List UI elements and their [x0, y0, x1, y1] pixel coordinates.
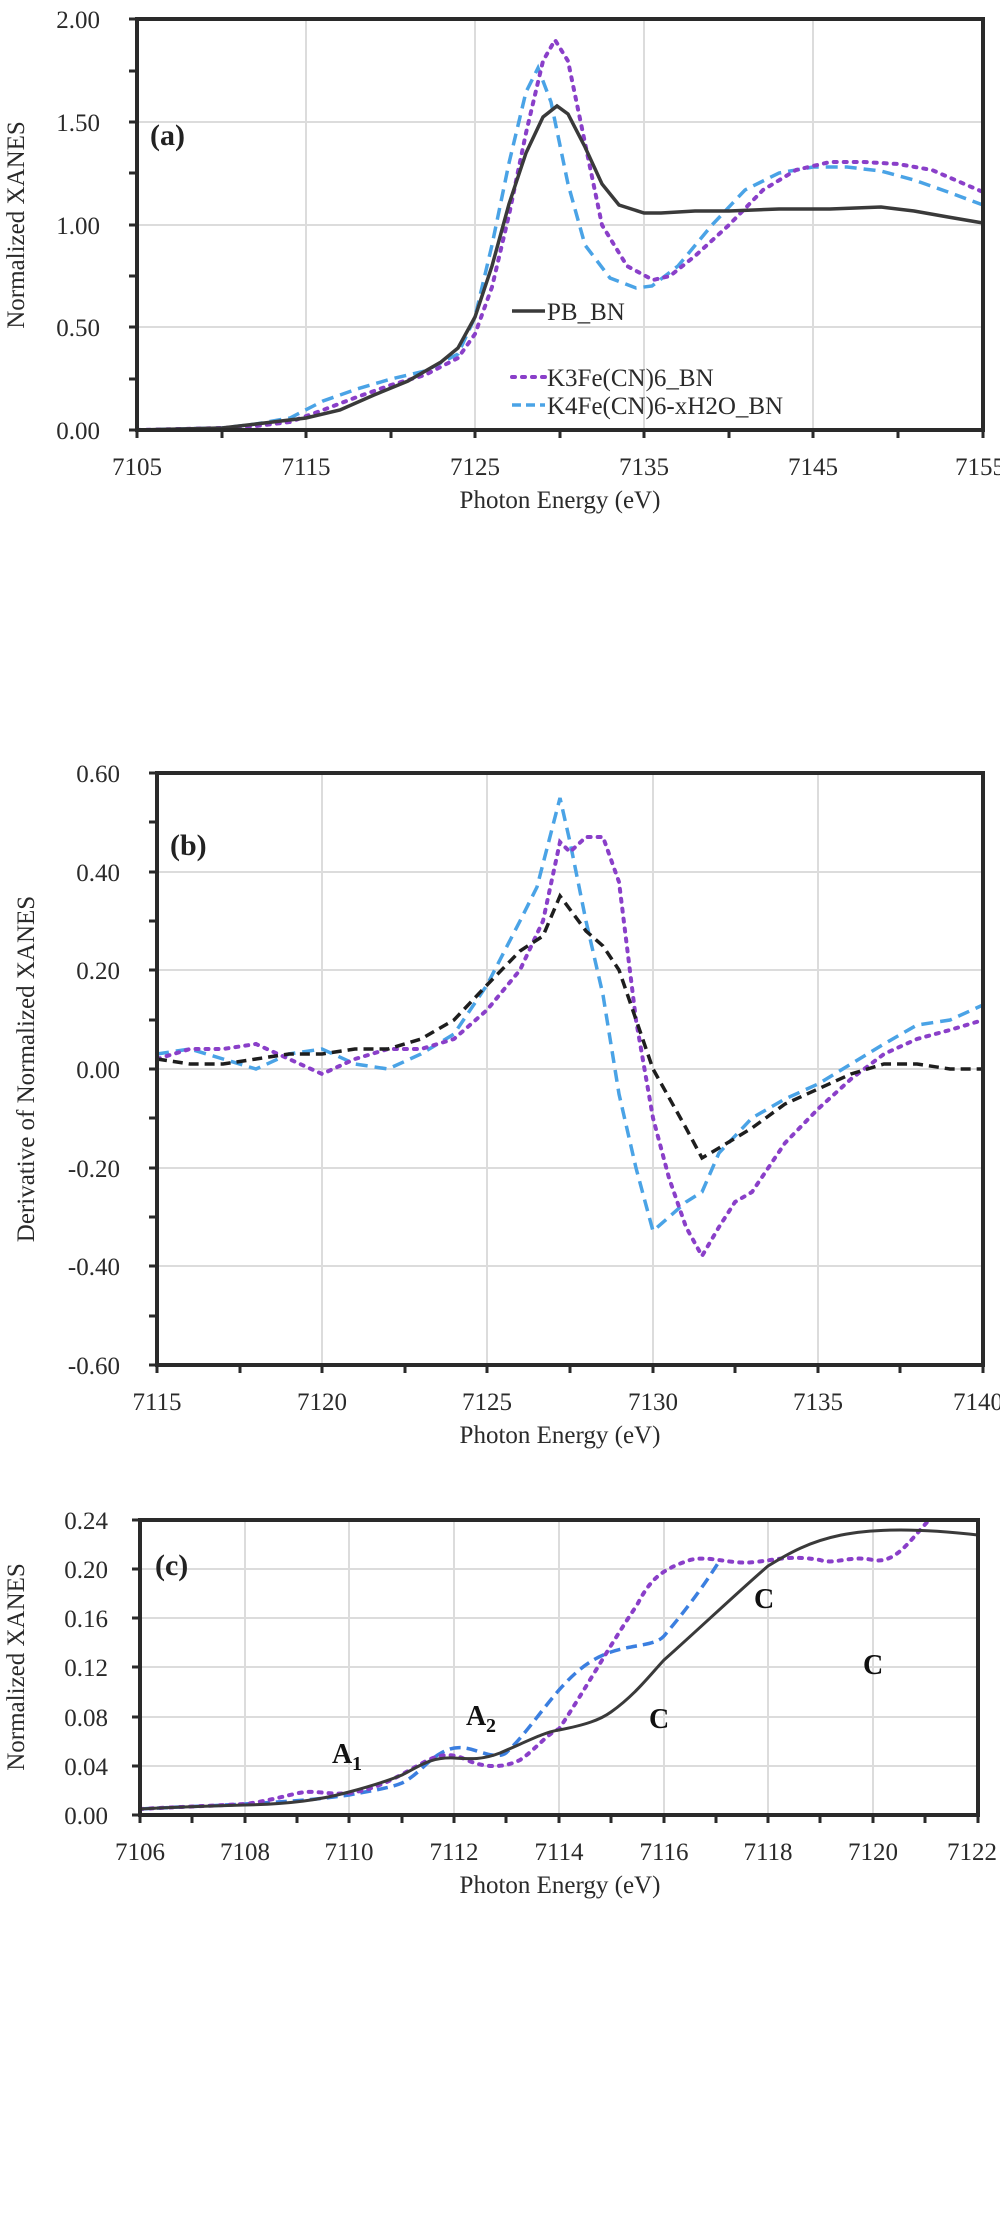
panel-a-grid	[137, 19, 983, 430]
legend-item-pb-bn: PB_BN	[512, 299, 625, 326]
panel-a-ticks	[129, 17, 985, 438]
x-tick-label: 7140	[953, 1389, 1000, 1416]
y-tick-label: 1.00	[56, 213, 100, 240]
panel-b-y-axis-title: Derivative of Normalized XANES	[13, 896, 40, 1242]
x-tick-label: 7108	[220, 1839, 270, 1866]
panel-c-x-tick-labels: 7106 7108 7110 7112 7114 7116 7118 7120 …	[115, 1839, 997, 1866]
x-tick-label: 7116	[639, 1839, 688, 1866]
panel-b-grid	[157, 773, 983, 1365]
panel-b-label: (b)	[170, 829, 207, 862]
panel-c-label: (c)	[155, 1549, 188, 1582]
annotation-a2-letter: A	[466, 1701, 487, 1732]
series-pb-bn-curve	[140, 1528, 978, 1811]
x-tick-label: 7145	[788, 454, 838, 481]
annotation-a1: A 1	[332, 1739, 362, 1775]
annotation-a1-letter: A	[332, 1739, 353, 1770]
y-tick-label: 0.60	[76, 761, 120, 788]
series-pb-bn-curve	[156, 892, 983, 1161]
y-tick-label: 0.00	[64, 1803, 108, 1830]
annotation-c-k3fe: C	[754, 1584, 774, 1615]
legend-item-k3fe-cn6-bn: K3Fe(CN)6_BN	[510, 365, 714, 392]
legend-label: K4Fe(CN)6-xH2O_BN	[547, 393, 783, 420]
panel-b-x-tick-labels: 7115 7120 7125 7130 7135 7140	[132, 1389, 1000, 1416]
panel-c-ticks	[132, 1518, 980, 1823]
panel-a: 2.00 1.50 1.00 0.50 0.00 7105 7115 7125 …	[3, 7, 1000, 514]
x-tick-label: 7115	[132, 1389, 181, 1416]
series-k3fe-cn6-bn-curve	[155, 835, 985, 1261]
y-tick-label: 0.20	[64, 1557, 108, 1584]
panel-a-x-axis-title: Photon Energy (eV)	[460, 487, 661, 514]
y-tick-label: 0.12	[64, 1655, 108, 1682]
panel-a-x-tick-labels: 7105 7115 7125 7135 7145 7155	[112, 454, 1000, 481]
y-tick-label: 0.00	[76, 1057, 120, 1084]
panel-b-y-tick-labels: 0.60 0.40 0.20 0.00 -0.20 -0.40 -0.60	[68, 761, 120, 1380]
y-tick-label: -0.20	[68, 1156, 120, 1183]
x-tick-label: 7125	[462, 1389, 512, 1416]
x-tick-label: 7120	[848, 1839, 898, 1866]
x-tick-label: 7125	[450, 454, 500, 481]
panel-a-y-tick-labels: 2.00 1.50 1.00 0.50 0.00	[56, 7, 100, 445]
panel-c-y-axis-title: Normalized XANES	[3, 1563, 30, 1771]
y-tick-label: -0.40	[68, 1254, 120, 1281]
series-k3fe-cn6-bn-curve	[135, 36, 985, 432]
x-tick-label: 7135	[619, 454, 669, 481]
annotation-c-pb: C	[863, 1650, 883, 1681]
legend-label: K3Fe(CN)6_BN	[547, 365, 714, 392]
annotation-a2: A 2	[466, 1701, 496, 1737]
panel-c-y-tick-labels: 0.24 0.20 0.16 0.12 0.08 0.04 0.00	[64, 1508, 108, 1830]
series-k3fe-cn6-bn-curve	[140, 1520, 933, 1811]
y-tick-label: 0.40	[76, 860, 120, 887]
y-tick-label: 1.50	[56, 110, 100, 137]
legend-label: PB_BN	[547, 299, 625, 326]
x-tick-label: 7110	[324, 1839, 373, 1866]
y-tick-label: 0.24	[64, 1508, 108, 1535]
legend-item-k4fe-cn6-xh2o-bn: K4Fe(CN)6-xH2O_BN	[512, 393, 783, 420]
x-tick-label: 7130	[628, 1389, 678, 1416]
panel-a-label: (a)	[150, 119, 185, 152]
panel-c-x-axis-title: Photon Energy (eV)	[460, 1872, 661, 1899]
y-tick-label: 0.20	[76, 958, 120, 985]
panel-c: 0.24 0.20 0.16 0.12 0.08 0.04 0.00 7106 …	[3, 1508, 997, 1899]
panel-c-grid	[140, 1520, 978, 1815]
panel-b-x-axis-title: Photon Energy (eV)	[460, 1422, 661, 1449]
x-tick-label: 7120	[297, 1389, 347, 1416]
y-tick-label: 2.00	[56, 7, 100, 34]
y-tick-label: -0.60	[68, 1353, 120, 1380]
y-tick-label: 0.16	[64, 1606, 108, 1633]
annotation-c-k4fe: C	[649, 1704, 669, 1735]
series-k4fe-cn6-xh2o-bn-curve	[140, 1559, 722, 1811]
y-tick-label: 0.00	[56, 418, 100, 445]
series-pb-bn-curve	[136, 103, 984, 432]
series-k4fe-cn6-xh2o-bn-curve	[136, 63, 984, 432]
y-tick-label: 0.50	[56, 315, 100, 342]
x-tick-label: 7155	[955, 454, 1000, 481]
panel-a-y-axis-title: Normalized XANES	[3, 121, 30, 329]
annotation-a1-subscript: 1	[352, 1753, 362, 1775]
x-tick-label: 7118	[743, 1839, 792, 1866]
panel-b: 0.60 0.40 0.20 0.00 -0.20 -0.40 -0.60 71…	[13, 761, 1000, 1449]
x-tick-label: 7115	[281, 454, 330, 481]
panel-b-ticks	[149, 771, 985, 1373]
x-tick-label: 7135	[793, 1389, 843, 1416]
x-tick-label: 7122	[947, 1839, 997, 1866]
x-tick-label: 7112	[429, 1839, 478, 1866]
panel-a-legend: PB_BN K3Fe(CN)6_BN K4Fe(CN)6-xH2O_BN	[510, 299, 783, 420]
x-tick-label: 7105	[112, 454, 162, 481]
y-tick-label: 0.04	[64, 1754, 108, 1781]
y-tick-label: 0.08	[64, 1705, 108, 1732]
series-k4fe-cn6-xh2o-bn-curve	[156, 797, 984, 1235]
x-tick-label: 7106	[115, 1839, 165, 1866]
x-tick-label: 7114	[534, 1839, 584, 1866]
annotation-a2-subscript: 2	[486, 1715, 496, 1737]
